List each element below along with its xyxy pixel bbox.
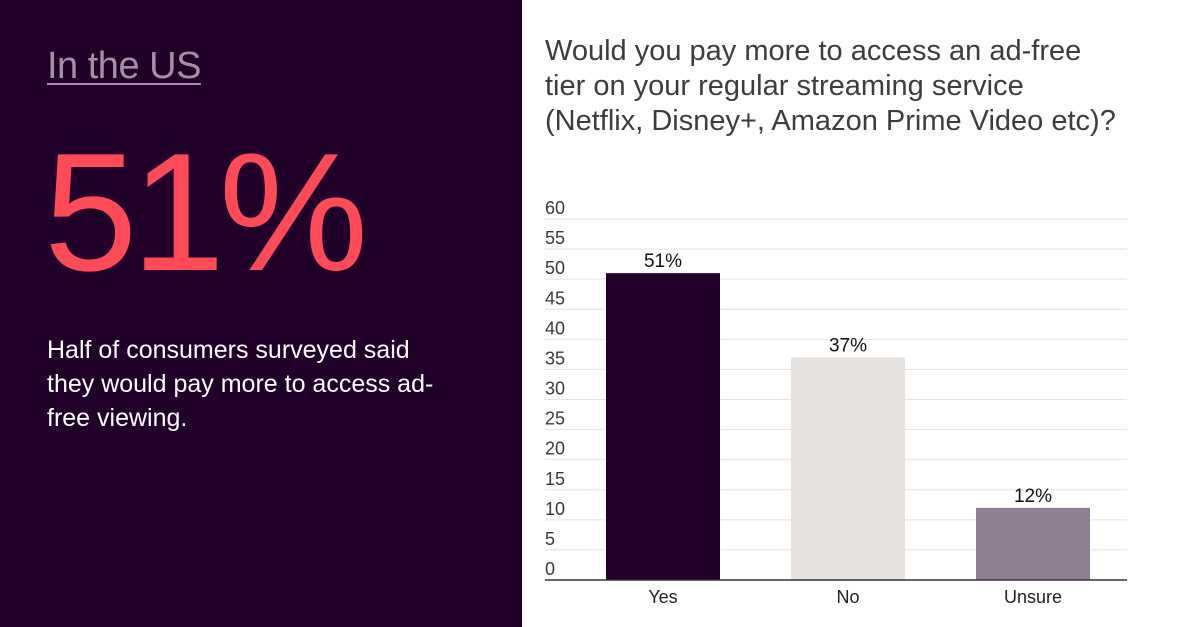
y-tick-label: 5 (545, 529, 555, 549)
summary-text: Half of consumers surveyed said they wou… (47, 336, 434, 432)
headline-percentage: 51% (44, 118, 368, 306)
x-category-label: No (836, 587, 859, 607)
y-tick-label: 10 (545, 499, 565, 519)
y-tick-label: 0 (545, 559, 555, 579)
y-tick-label: 15 (545, 469, 565, 489)
y-tick-label: 35 (545, 348, 565, 368)
bar-unsure (976, 507, 1090, 580)
y-tick-label: 45 (545, 288, 565, 308)
data-label: 51% (644, 251, 682, 272)
region-heading: In the US (47, 45, 201, 87)
chart-title: Would you pay more to access an ad-free … (545, 35, 1116, 137)
data-label: 12% (1014, 486, 1052, 507)
data-label: 37% (829, 335, 867, 356)
y-tick-label: 50 (545, 258, 565, 278)
y-tick-label: 40 (545, 318, 565, 338)
y-tick-label: 25 (545, 409, 565, 429)
x-category-label: Yes (648, 587, 677, 607)
bar-yes (606, 273, 720, 580)
x-category-label: Unsure (1004, 587, 1062, 607)
bar-no (791, 357, 905, 580)
y-tick-label: 60 (545, 198, 565, 218)
y-tick-label: 20 (545, 439, 565, 459)
left-panel: In the US 51% Half of consumers surveyed… (0, 0, 522, 627)
y-tick-label: 55 (545, 228, 565, 248)
y-tick-label: 30 (545, 379, 565, 399)
